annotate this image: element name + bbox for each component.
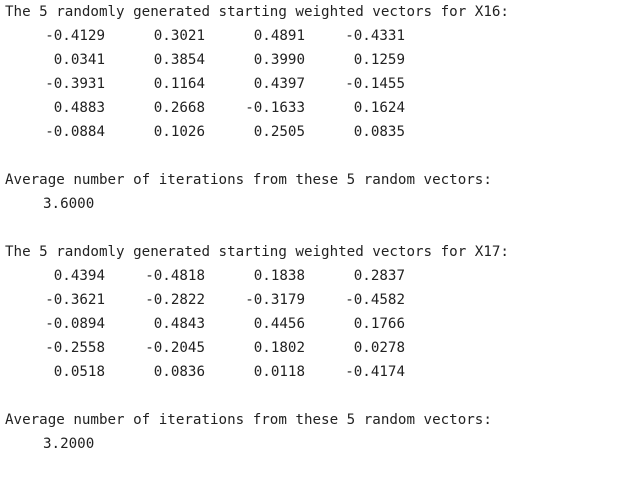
console-output: The 5 randomly generated starting weight… — [5, 0, 635, 456]
matrix-cell: -0.4129 — [45, 28, 105, 44]
matrix-cell: 0.1259 — [353, 52, 405, 68]
matrix-cell: 0.4843 — [153, 316, 205, 332]
average-label: Average number of iterations from these … — [5, 412, 492, 428]
average-label: Average number of iterations from these … — [5, 172, 492, 188]
matrix-cell: -0.4818 — [145, 268, 205, 284]
matrix-cell: 0.1838 — [253, 268, 305, 284]
matrix-cell: 0.1624 — [353, 100, 405, 116]
matrix-cell: 0.1802 — [253, 340, 305, 356]
blank-line — [5, 216, 635, 240]
matrix-cell: 0.2505 — [253, 124, 305, 140]
matrix-cell: 0.4456 — [253, 316, 305, 332]
matrix-row: -0.2558 -0.2045 0.1802 0.0278 — [5, 336, 635, 360]
matrix-row: -0.0884 0.1026 0.2505 0.0835 — [5, 120, 635, 144]
matrix-cell: -0.3931 — [45, 76, 105, 92]
matrix-cell: 0.0836 — [153, 364, 205, 380]
matrix-cell: 0.4883 — [53, 100, 105, 116]
matrix-row: 0.4883 0.2668 -0.1633 0.1624 — [5, 96, 635, 120]
matrix-cell: -0.2558 — [45, 340, 105, 356]
matrix-cell: 0.1766 — [353, 316, 405, 332]
matrix-cell: 0.3854 — [153, 52, 205, 68]
matrix-cell: 0.0835 — [353, 124, 405, 140]
matrix-row: 0.0341 0.3854 0.3990 0.1259 — [5, 48, 635, 72]
matrix-cell: -0.4174 — [345, 364, 405, 380]
matrix-cell: 0.0518 — [53, 364, 105, 380]
average-value: 3.6000 — [43, 196, 95, 212]
matrix-cell: 0.3021 — [153, 28, 205, 44]
matrix-cell: -0.1455 — [345, 76, 405, 92]
block-header: The 5 randomly generated starting weight… — [5, 244, 509, 260]
matrix-cell: 0.0278 — [353, 340, 405, 356]
matrix-cell: 0.1164 — [153, 76, 205, 92]
matrix-cell: -0.2822 — [145, 292, 205, 308]
blank-line — [5, 384, 635, 408]
matrix-cell: -0.0884 — [45, 124, 105, 140]
block-header: The 5 randomly generated starting weight… — [5, 4, 509, 20]
matrix-row: -0.3621 -0.2822 -0.3179 -0.4582 — [5, 288, 635, 312]
matrix-cell: -0.2045 — [145, 340, 205, 356]
matrix-cell: -0.4582 — [345, 292, 405, 308]
matrix-cell: -0.1633 — [245, 100, 305, 116]
matrix-row: 0.0518 0.0836 0.0118 -0.4174 — [5, 360, 635, 384]
matrix-cell: 0.1026 — [153, 124, 205, 140]
matrix-row: -0.3931 0.1164 0.4397 -0.1455 — [5, 72, 635, 96]
matrix-cell: 0.2668 — [153, 100, 205, 116]
matrix-cell: -0.4331 — [345, 28, 405, 44]
matrix-row: 0.4394 -0.4818 0.1838 0.2837 — [5, 264, 635, 288]
matrix-cell: 0.2837 — [353, 268, 405, 284]
matrix-cell: -0.0894 — [45, 316, 105, 332]
matrix-cell: -0.3621 — [45, 292, 105, 308]
matrix-cell: 0.4397 — [253, 76, 305, 92]
matrix-cell: 0.0118 — [253, 364, 305, 380]
matrix-row: -0.0894 0.4843 0.4456 0.1766 — [5, 312, 635, 336]
average-value: 3.2000 — [43, 436, 95, 452]
matrix-cell: 0.4891 — [253, 28, 305, 44]
blank-line — [5, 144, 635, 168]
matrix-cell: 0.3990 — [253, 52, 305, 68]
matrix-cell: 0.4394 — [53, 268, 105, 284]
matrix-cell: 0.0341 — [53, 52, 105, 68]
matrix-cell: -0.3179 — [245, 292, 305, 308]
matrix-row: -0.4129 0.3021 0.4891 -0.4331 — [5, 24, 635, 48]
